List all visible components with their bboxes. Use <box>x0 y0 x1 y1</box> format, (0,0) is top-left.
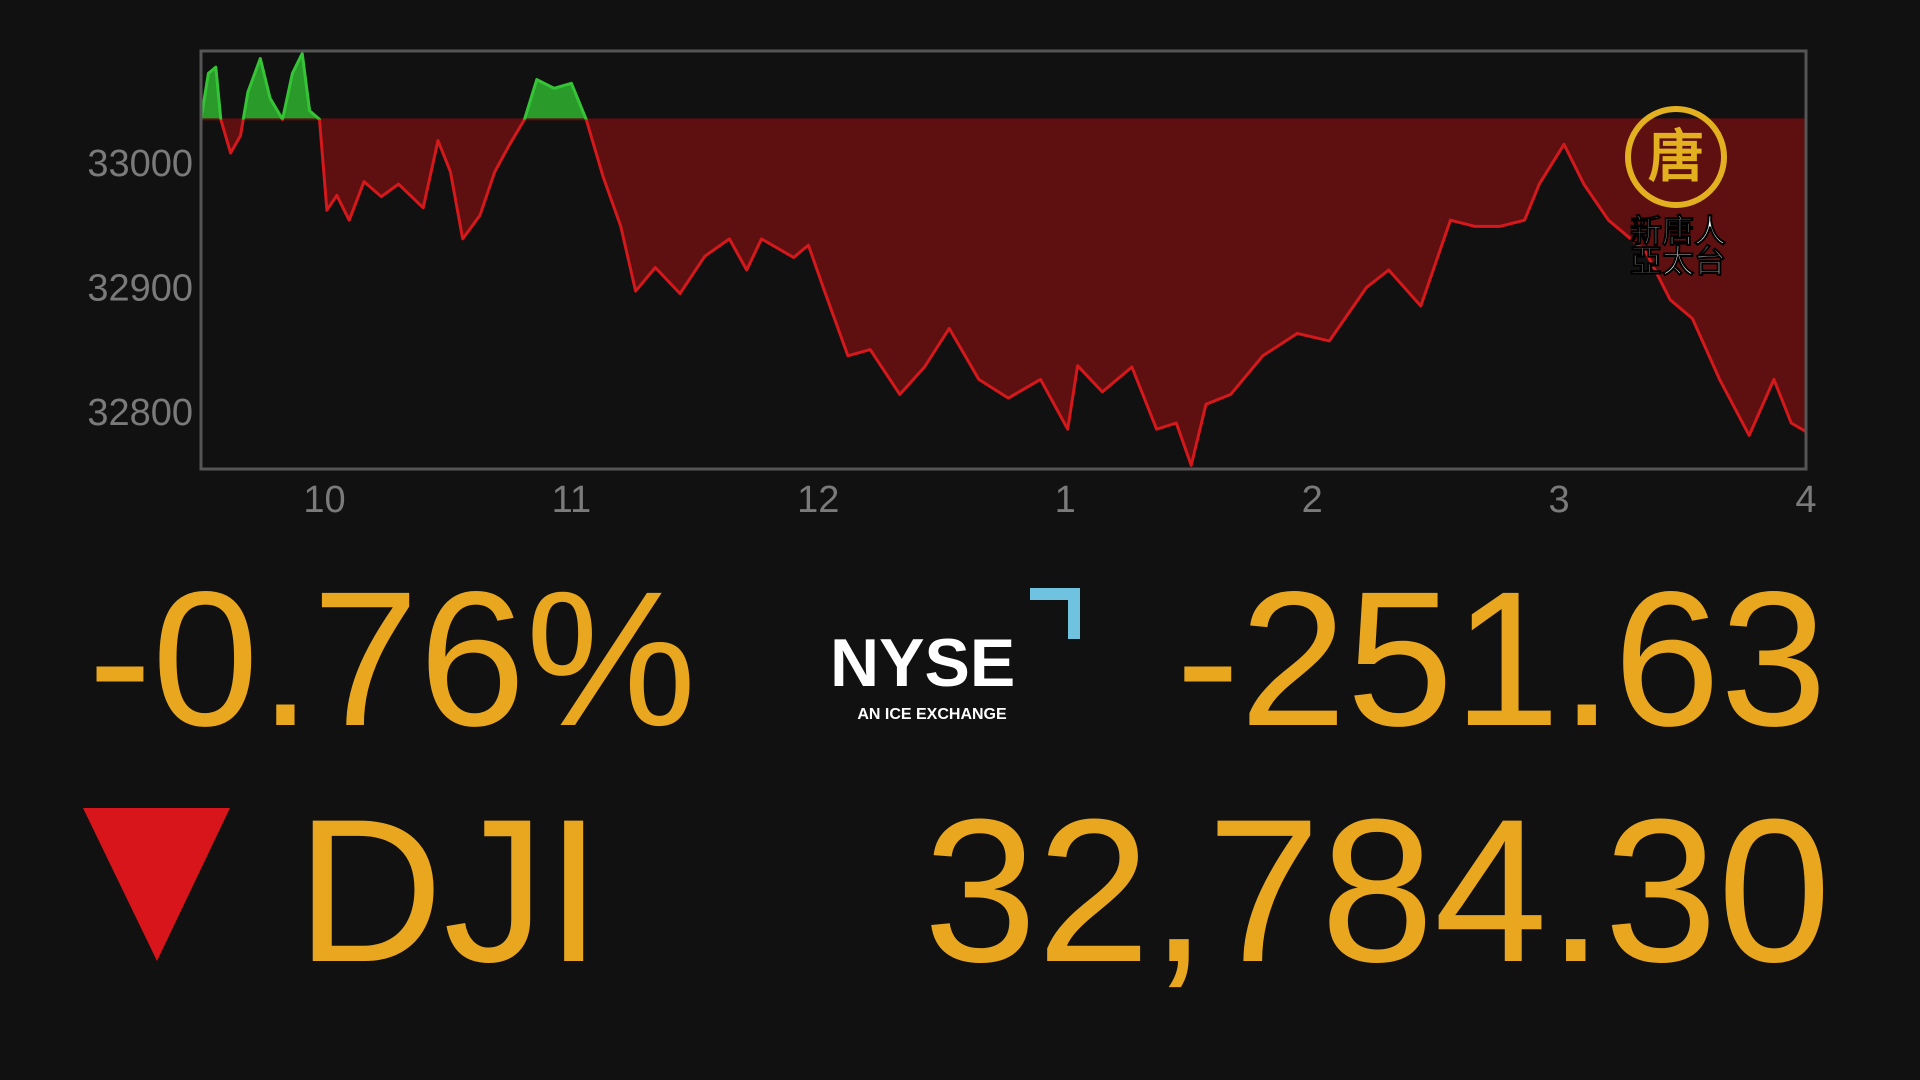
plot-frame <box>199 49 1808 471</box>
x-tick-label: 12 <box>797 479 839 521</box>
logo-emblem: 唐 <box>1648 125 1704 190</box>
logo-ring <box>1625 106 1727 208</box>
price-line <box>199 52 1807 467</box>
logo-line: 新唐人 <box>1630 212 1726 250</box>
x-tick-label: 3 <box>1549 479 1570 521</box>
y-tick-label: 33000 <box>87 143 193 185</box>
y-tick-label: 32800 <box>87 392 193 434</box>
x-tick-label: 10 <box>303 479 345 521</box>
x-tick-label: 4 <box>1795 479 1816 521</box>
x-tick-label: 2 <box>1302 479 1323 521</box>
point-change: -251.63 <box>1176 551 1827 766</box>
logo-line: 亞太台 <box>1630 242 1726 280</box>
x-tick-label: 1 <box>1055 479 1076 521</box>
exchange-bracket <box>1030 588 1080 639</box>
percent-change: -0.76% <box>88 551 696 766</box>
symbol: DJI <box>296 777 602 1005</box>
y-tick-label: 32900 <box>87 267 193 309</box>
area-fill <box>201 53 1806 466</box>
down-arrow <box>83 808 230 961</box>
chart <box>199 52 1807 467</box>
exchange-tagline: AN ICE EXCHANGE <box>857 706 1007 723</box>
x-tick-label: 11 <box>552 479 591 521</box>
price: 32,784.30 <box>923 777 1831 1005</box>
exchange-name: NYSE <box>830 625 1015 701</box>
